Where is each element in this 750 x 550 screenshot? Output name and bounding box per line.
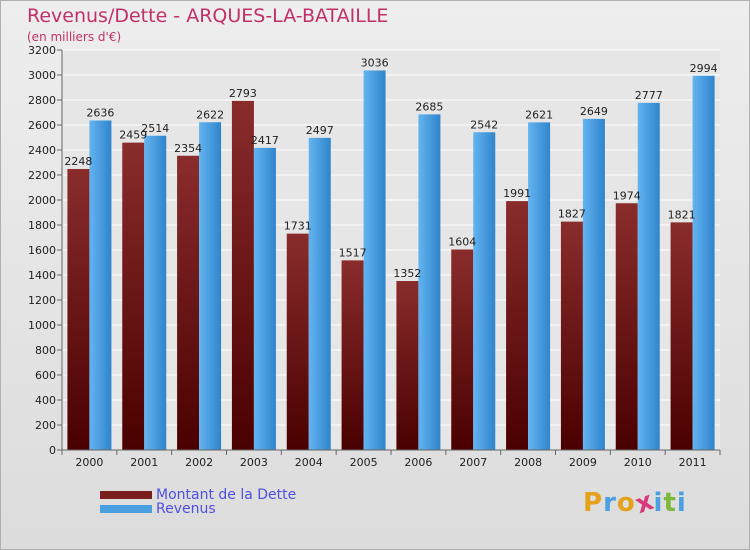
value-label: 1517 <box>339 246 367 259</box>
value-label: 2777 <box>635 89 663 102</box>
bar-revenus <box>582 118 605 450</box>
y-tick-label: 200 <box>35 419 56 432</box>
y-tick-label: 2400 <box>28 144 56 157</box>
y-tick-label: 2000 <box>28 194 56 207</box>
y-tick-label: 1200 <box>28 294 56 307</box>
legend-label-debt: Montant de la Dette <box>156 487 297 503</box>
bar-revenus <box>308 137 331 450</box>
x-tick-label: 2000 <box>75 456 103 469</box>
bar-dette <box>615 203 638 450</box>
value-label: 2636 <box>86 107 114 120</box>
y-tick-label: 800 <box>35 344 56 357</box>
logo-letter: o <box>616 488 636 518</box>
bar-dette <box>341 260 364 450</box>
value-label: 1821 <box>668 208 696 221</box>
value-label: 2649 <box>580 105 608 118</box>
value-label: 2417 <box>251 134 279 147</box>
bar-dette <box>451 249 474 450</box>
y-tick-label: 1000 <box>28 319 56 332</box>
y-tick-label: 2600 <box>28 119 56 132</box>
value-label: 1352 <box>393 267 421 280</box>
value-label: 1731 <box>284 220 312 233</box>
value-label: 2621 <box>525 108 553 121</box>
bar-revenus <box>363 70 386 450</box>
bar-dette <box>286 233 309 450</box>
x-tick-label: 2007 <box>459 456 487 469</box>
value-label: 1827 <box>558 208 586 221</box>
y-tick-label: 400 <box>35 394 56 407</box>
y-tick-label: 1400 <box>28 269 56 282</box>
bar-revenus <box>418 114 441 450</box>
x-tick-label: 2006 <box>404 456 432 469</box>
value-label: 3036 <box>361 57 389 70</box>
x-tick-label: 2003 <box>240 456 268 469</box>
bar-dette <box>506 201 529 450</box>
y-axis: 0 200 400 600 800 1000 1200 1400 1600 1800 2000 220… <box>28 44 62 457</box>
bar-dette <box>396 281 419 450</box>
y-tick-label: 2800 <box>28 94 56 107</box>
bar-revenus <box>253 147 276 450</box>
value-label: 2685 <box>415 100 443 113</box>
x-tick-label: 2001 <box>130 456 158 469</box>
x-tick-label: 2011 <box>679 456 707 469</box>
proxiti-logo: Proxiti <box>583 486 687 520</box>
chart-title: Revenus/Dette - ARQUES-LA-BATAILLE <box>27 5 389 27</box>
value-label: 2542 <box>470 118 498 131</box>
logo-letter: r <box>603 488 617 518</box>
logo-letter: t <box>663 488 677 518</box>
y-tick-label: 1600 <box>28 244 56 257</box>
bar-dette <box>67 169 90 450</box>
bars <box>67 70 715 450</box>
value-label: 1974 <box>613 189 641 202</box>
logo-letter: P <box>583 488 604 518</box>
y-tick-label: 3000 <box>28 69 56 82</box>
legend-label-revenus: Revenus <box>156 501 216 517</box>
logo-letter: i <box>653 488 664 518</box>
value-label: 2497 <box>306 124 334 137</box>
value-label: 2248 <box>64 155 92 168</box>
x-tick-label: 2004 <box>295 456 323 469</box>
bar-dette <box>231 100 254 450</box>
value-label: 2793 <box>229 87 257 100</box>
value-label: 2354 <box>174 142 202 155</box>
value-label: 2994 <box>690 62 718 75</box>
y-tick-label: 3200 <box>28 44 56 57</box>
legend-swatch-debt <box>100 491 152 499</box>
bar-dette <box>122 142 145 450</box>
bar-dette <box>670 222 693 450</box>
y-tick-label: 0 <box>49 444 56 457</box>
bar-revenus <box>528 122 551 450</box>
value-label: 2459 <box>119 129 147 142</box>
y-tick-label: 600 <box>35 369 56 382</box>
bar-revenus <box>637 102 660 450</box>
y-tick-label: 2200 <box>28 169 56 182</box>
logo-letter: i <box>676 488 687 518</box>
bar-dette <box>177 155 200 450</box>
value-label: 2622 <box>196 108 224 121</box>
x-axis: 2000 2001 2002 2003 2004 2005 2006 2007 2008 2009… <box>61 450 721 469</box>
bar-revenus <box>144 135 167 450</box>
x-tick-label: 2005 <box>350 456 378 469</box>
bar-dette <box>560 221 583 450</box>
x-tick-label: 2009 <box>569 456 597 469</box>
legend-swatch-revenus <box>100 505 152 513</box>
bar-revenus <box>89 120 112 450</box>
bar-revenus <box>199 122 222 450</box>
x-tick-label: 2002 <box>185 456 213 469</box>
x-tick-label: 2008 <box>514 456 542 469</box>
value-label: 1991 <box>503 187 531 200</box>
value-label: 1604 <box>448 236 476 249</box>
y-tick-label: 1800 <box>28 219 56 232</box>
chart-subtitle: (en milliers d'€) <box>27 30 122 44</box>
value-label: 2514 <box>141 122 169 135</box>
x-tick-label: 2010 <box>624 456 652 469</box>
bar-revenus <box>692 75 715 450</box>
bar-revenus <box>473 132 496 450</box>
